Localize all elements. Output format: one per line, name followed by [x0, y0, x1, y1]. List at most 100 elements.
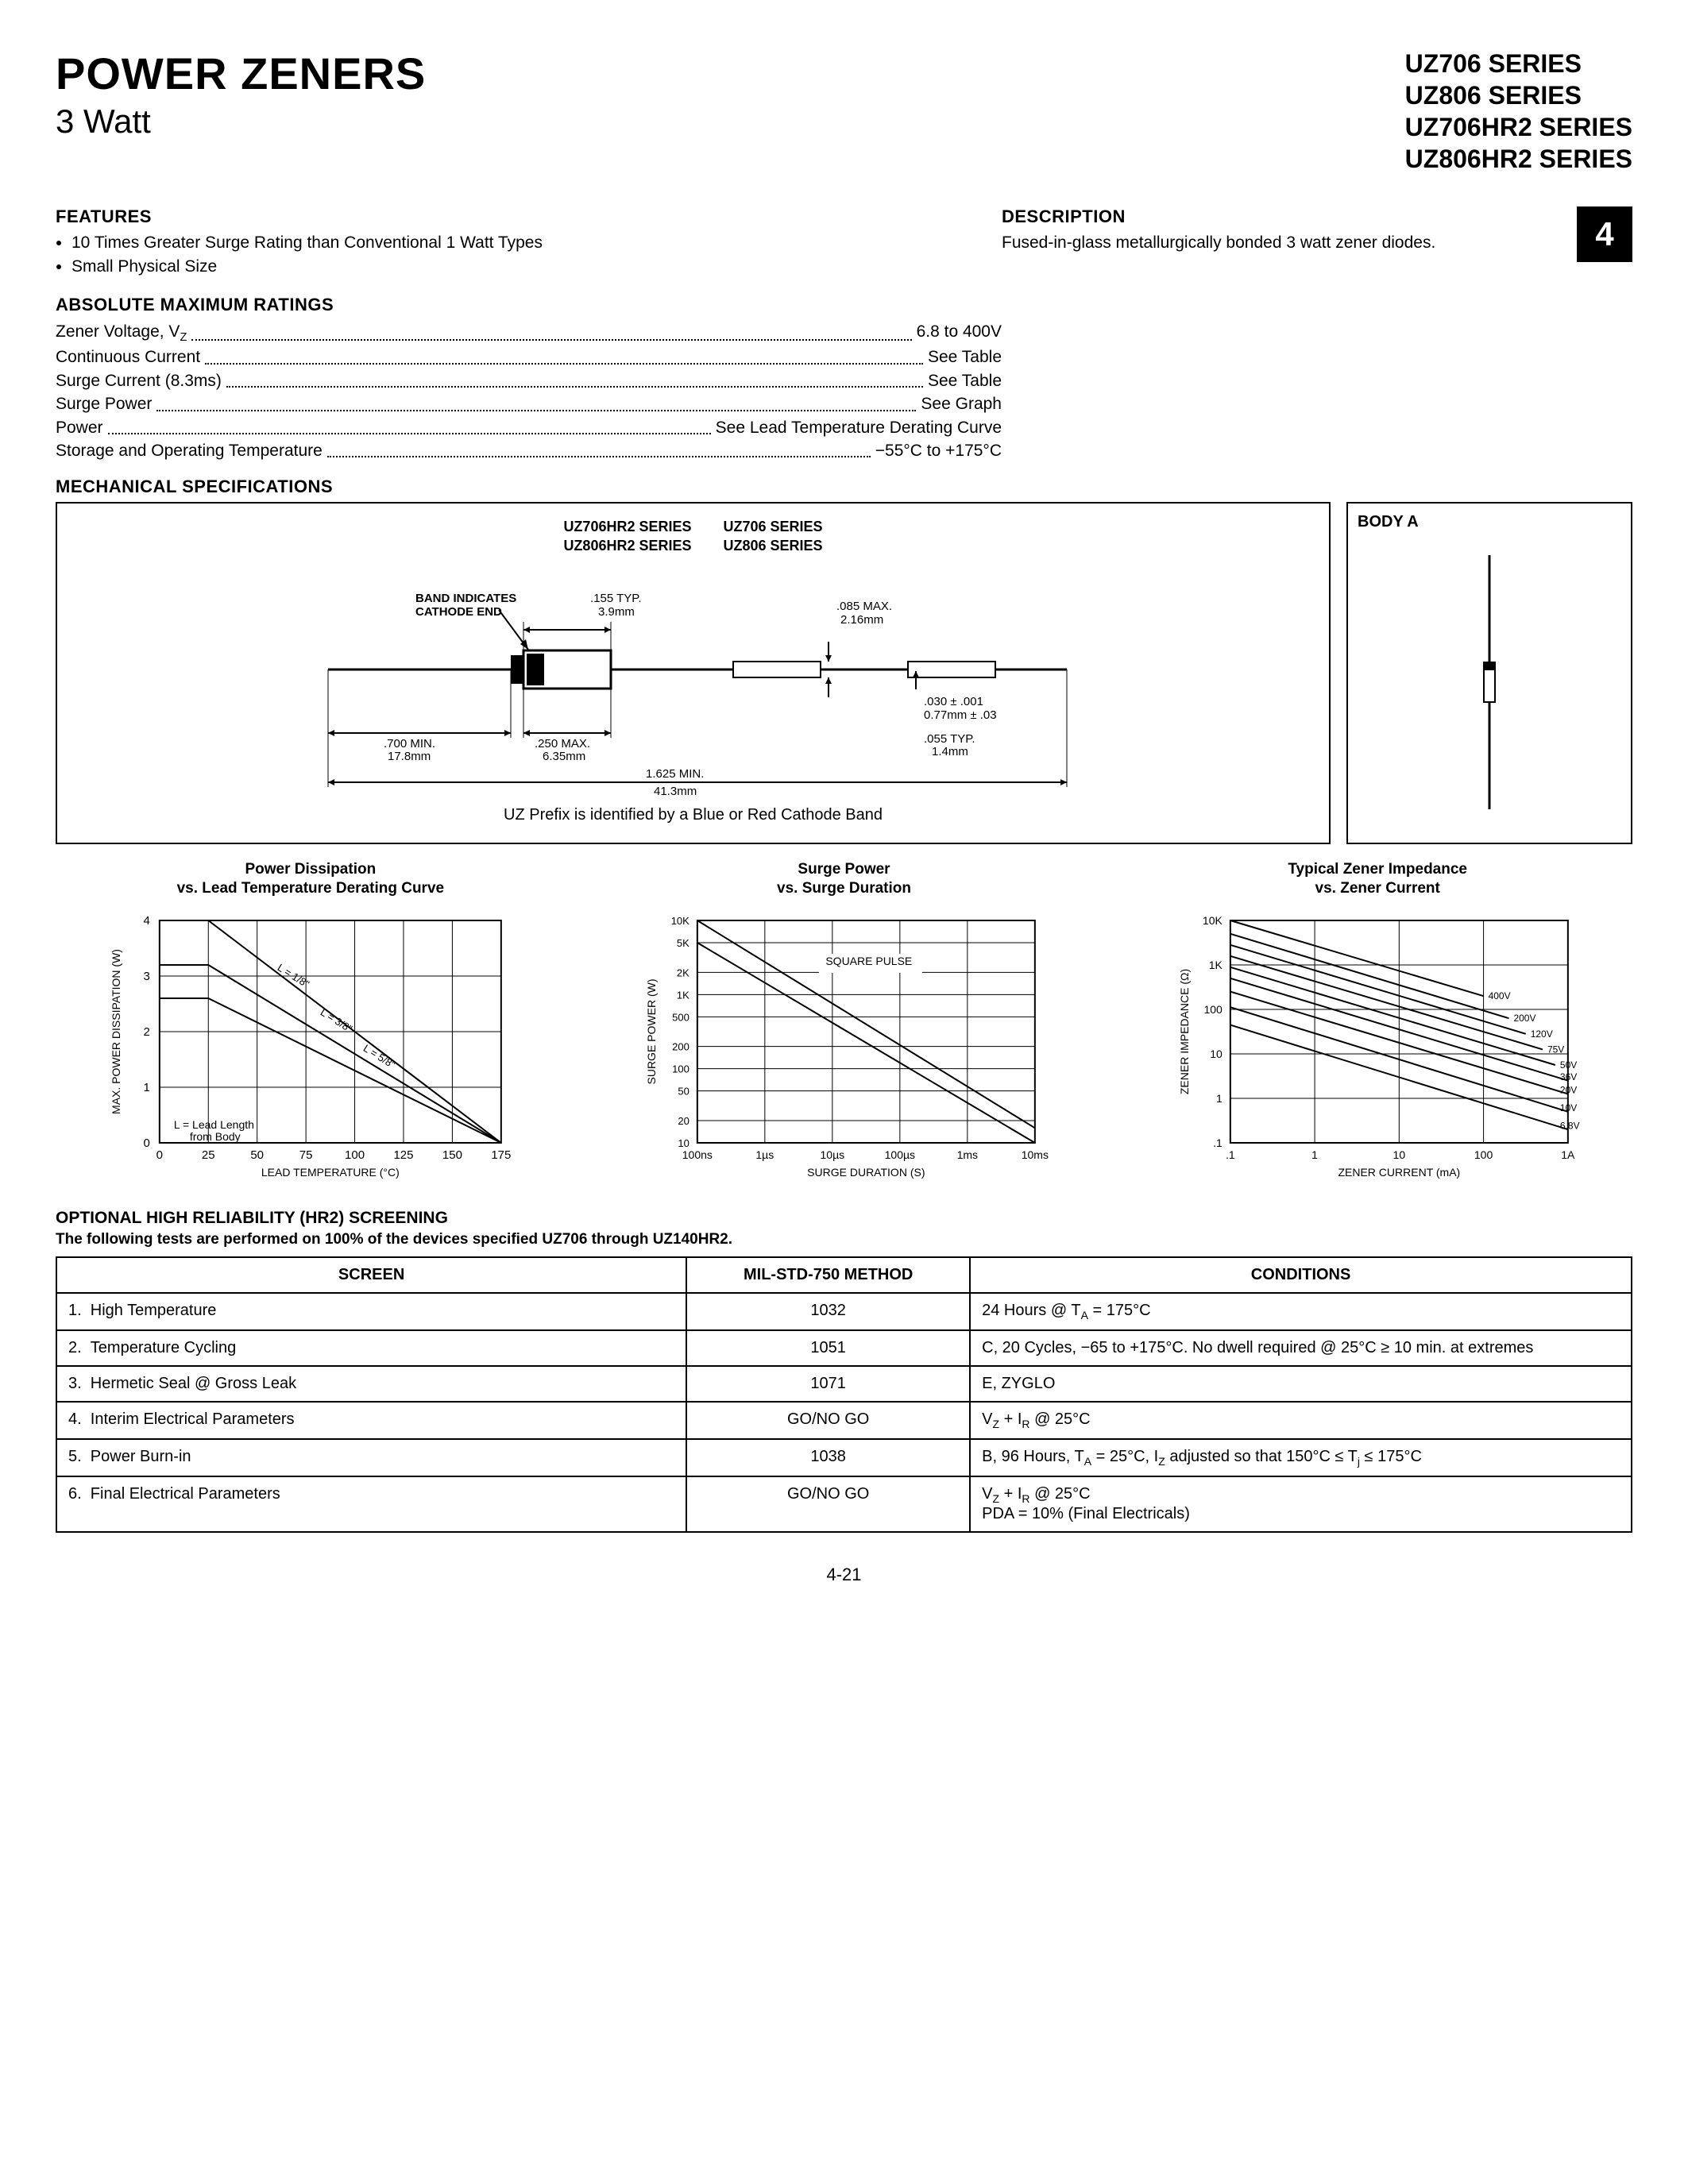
chart3-title: Typical Zener Impedancevs. Zener Current [1122, 860, 1632, 898]
svg-text:1: 1 [1216, 1092, 1223, 1105]
feature-item: Small Physical Size [71, 256, 923, 278]
svg-text:120V: 120V [1531, 1028, 1553, 1040]
svg-text:.700 MIN.: .700 MIN. [384, 737, 435, 751]
mech-heading: MECHANICAL SPECIFICATIONS [56, 477, 1632, 497]
rating-label: Zener Voltage, VZ [56, 320, 187, 346]
svg-text:MAX. POWER DISSIPATION (W): MAX. POWER DISSIPATION (W) [110, 949, 122, 1114]
svg-text:.055 TYP.: .055 TYP. [924, 732, 975, 746]
screen-cell: 4. Interim Electrical Parameters [56, 1402, 686, 1439]
svg-text:L = Lead Length: L = Lead Length [174, 1118, 254, 1131]
screen-cell: 1. High Temperature [56, 1293, 686, 1330]
svg-text:1K: 1K [677, 989, 689, 1001]
svg-text:1.4mm: 1.4mm [932, 745, 968, 758]
dim-label: .155 TYP. [590, 592, 642, 605]
method-cell: GO/NO GO [686, 1402, 970, 1439]
section-badge: 4 [1577, 206, 1632, 262]
svg-text:LEAD TEMPERATURE (°C): LEAD TEMPERATURE (°C) [261, 1166, 400, 1179]
svg-text:SURGE DURATION (S): SURGE DURATION (S) [807, 1166, 925, 1179]
condition-cell: C, 20 Cycles, −65 to +175°C. No dwell re… [970, 1330, 1632, 1366]
svg-text:.1: .1 [1213, 1136, 1223, 1149]
svg-text:1K: 1K [1209, 959, 1223, 971]
svg-text:1: 1 [1312, 1148, 1319, 1161]
rating-row: Zener Voltage, VZ 6.8 to 400V [56, 320, 1002, 346]
svg-text:3: 3 [143, 970, 149, 983]
condition-cell: 24 Hours @ TA = 175°C [970, 1293, 1632, 1330]
svg-text:2K: 2K [677, 967, 689, 978]
svg-text:400V: 400V [1489, 990, 1511, 1001]
method-cell: 1071 [686, 1366, 970, 1402]
method-cell: 1032 [686, 1293, 970, 1330]
svg-text:ZENER CURRENT (mA): ZENER CURRENT (mA) [1338, 1166, 1461, 1179]
mechanical-drawings-row: UZ706HR2 SERIES UZ806HR2 SERIES UZ706 SE… [56, 502, 1632, 844]
svg-text:10: 10 [1393, 1148, 1406, 1161]
screening-table: SCREEN MIL-STD-750 METHOD CONDITIONS 1. … [56, 1256, 1632, 1533]
svg-text:3.9mm: 3.9mm [598, 605, 635, 619]
svg-text:75V: 75V [1547, 1044, 1564, 1055]
mech-series-label: UZ706 SERIES [724, 518, 823, 536]
method-cell: 1038 [686, 1439, 970, 1476]
screening-subheading: The following tests are performed on 100… [56, 1231, 1632, 1248]
svg-text:6.8V: 6.8V [1560, 1120, 1580, 1131]
svg-text:25: 25 [202, 1148, 215, 1162]
method-cell: GO/NO GO [686, 1476, 970, 1532]
screen-cell: 6. Final Electrical Parameters [56, 1476, 686, 1532]
svg-text:100: 100 [345, 1148, 365, 1162]
svg-text:41.3mm: 41.3mm [654, 785, 697, 797]
chart2-title: Surge Powervs. Surge Duration [589, 860, 1099, 898]
svg-text:2.16mm: 2.16mm [840, 613, 883, 627]
svg-text:100ns: 100ns [682, 1148, 712, 1161]
condition-cell: VZ + IR @ 25°C [970, 1402, 1632, 1439]
svg-text:10µs: 10µs [820, 1148, 844, 1161]
svg-text:1.625 MIN.: 1.625 MIN. [646, 767, 704, 781]
svg-text:75: 75 [299, 1148, 313, 1162]
svg-text:20V: 20V [1560, 1084, 1577, 1095]
features-block: FEATURES 10 Times Greater Surge Rating t… [56, 206, 923, 280]
svg-text:5K: 5K [677, 937, 689, 949]
mech-series-label: UZ706HR2 SERIES [563, 518, 691, 536]
diode-dimension-drawing: UZ706HR2 SERIES UZ806HR2 SERIES UZ706 SE… [56, 502, 1331, 844]
cathode-note: BAND INDICATES [415, 592, 516, 605]
series-line: UZ806HR2 SERIES [1405, 143, 1632, 175]
svg-text:1: 1 [143, 1081, 149, 1094]
chart-zener-impedance: Typical Zener Impedancevs. Zener Current… [1122, 860, 1632, 1194]
description-heading: DESCRIPTION [1002, 206, 1493, 227]
charts-row: Power Dissipationvs. Lead Temperature De… [56, 860, 1632, 1194]
features-heading: FEATURES [56, 206, 923, 227]
rating-row: PowerSee Lead Temperature Derating Curve [56, 416, 1002, 439]
rating-row: Storage and Operating Temperature −55°C t… [56, 439, 1002, 462]
features-description-row: FEATURES 10 Times Greater Surge Rating t… [56, 206, 1632, 280]
mech-caption: UZ Prefix is identified by a Blue or Red… [73, 806, 1313, 824]
svg-text:2: 2 [143, 1025, 149, 1039]
svg-text:100: 100 [1474, 1148, 1493, 1161]
mech-series-label: UZ806HR2 SERIES [563, 537, 691, 555]
rating-value: See Table [928, 345, 1002, 369]
body-a-svg-icon [1358, 531, 1621, 833]
rating-row: Continuous CurrentSee Table [56, 345, 1002, 369]
body-a-drawing: BODY A [1346, 502, 1632, 844]
svg-text:10K: 10K [1203, 914, 1223, 927]
svg-text:.085 MAX.: .085 MAX. [836, 600, 892, 613]
table-header-conditions: CONDITIONS [970, 1257, 1632, 1293]
svg-text:10K: 10K [670, 915, 689, 927]
svg-text:SURGE POWER (W): SURGE POWER (W) [645, 978, 658, 1084]
svg-text:from Body: from Body [190, 1130, 241, 1143]
svg-text:200V: 200V [1514, 1013, 1536, 1024]
condition-cell: E, ZYGLO [970, 1366, 1632, 1402]
screen-cell: 5. Power Burn-in [56, 1439, 686, 1476]
description-block: DESCRIPTION Fused-in-glass metallurgical… [1002, 206, 1632, 262]
chart2-svg-icon: 100ns1µs10µs100µs1ms10ms1020501002005001… [589, 905, 1099, 1190]
svg-text:1ms: 1ms [956, 1148, 977, 1161]
rating-value: −55°C to +175°C [875, 439, 1002, 462]
table-row: 1. High Temperature103224 Hours @ TA = 1… [56, 1293, 1632, 1330]
page-header: POWER ZENERS 3 Watt UZ706 SERIES UZ806 S… [56, 48, 1632, 175]
rating-row: Surge Current (8.3ms)See Table [56, 369, 1002, 392]
table-row: 2. Temperature Cycling1051C, 20 Cycles, … [56, 1330, 1632, 1366]
chart1-title: Power Dissipationvs. Lead Temperature De… [56, 860, 566, 898]
table-header-screen: SCREEN [56, 1257, 686, 1293]
description-text: Fused-in-glass metallurgically bonded 3 … [1002, 232, 1493, 254]
svg-text:175: 175 [491, 1148, 511, 1162]
rating-value: 6.8 to 400V [917, 320, 1002, 346]
svg-text:500: 500 [672, 1011, 689, 1023]
rating-label: Storage and Operating Temperature [56, 439, 323, 462]
method-cell: 1051 [686, 1330, 970, 1366]
